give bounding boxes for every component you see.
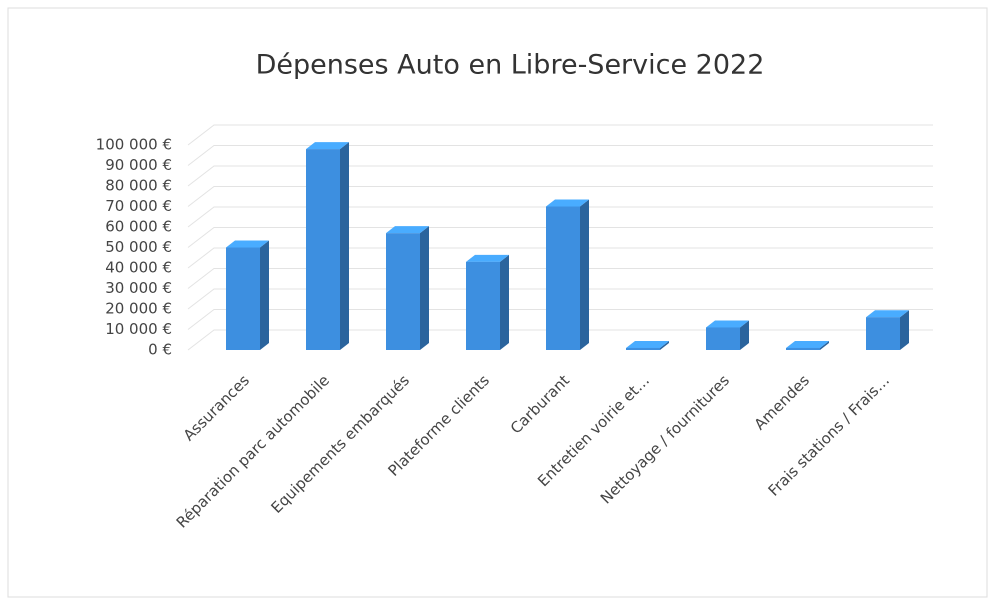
bar-front [546, 206, 580, 350]
bar [306, 142, 349, 350]
grid-line [187, 329, 933, 351]
bar-top [626, 340, 669, 348]
grid-line [187, 124, 933, 146]
bar-side [420, 226, 429, 350]
y-tick-label: 40 000 € [105, 259, 172, 277]
bar [626, 340, 669, 350]
bar-top [786, 340, 829, 348]
grid-line [187, 288, 933, 310]
grid-line [187, 227, 933, 248]
bar-front [626, 347, 660, 350]
grid-line [187, 165, 933, 187]
bar [226, 240, 269, 350]
bar-front [466, 261, 500, 350]
bar [786, 340, 829, 350]
bar-side [900, 310, 909, 350]
grid-line [187, 247, 933, 269]
bar-top [866, 310, 909, 318]
bar-top [306, 142, 349, 150]
grid-line [187, 309, 933, 330]
bar-front [306, 149, 340, 350]
chart-title: Dépenses Auto en Libre-Service 2022 [256, 50, 765, 81]
y-tick-label: 100 000 € [96, 136, 172, 154]
bar-side [500, 254, 509, 350]
bar [866, 310, 909, 350]
y-tick-label: 90 000 € [105, 156, 172, 174]
bar-top [466, 254, 509, 262]
bar-top [386, 226, 429, 234]
bar-front [706, 327, 740, 350]
y-tick-label: 50 000 € [105, 238, 172, 256]
bar [706, 320, 749, 350]
y-tick-label: 0 € [148, 341, 172, 359]
bar [466, 254, 509, 350]
y-tick-label: 10 000 € [105, 320, 172, 338]
grid-line [187, 145, 933, 166]
bar-side [660, 340, 669, 350]
y-tick-label: 20 000 € [105, 300, 172, 318]
grid-line [187, 268, 933, 289]
bar [386, 226, 429, 350]
bar [546, 199, 589, 350]
bar-top [706, 320, 749, 328]
bar-front [386, 233, 420, 350]
y-tick-label: 30 000 € [105, 279, 172, 297]
bar-side [740, 320, 749, 350]
bar-side [820, 340, 829, 350]
bar-top [546, 199, 589, 207]
grid-line [187, 206, 933, 228]
bar-side [580, 199, 589, 350]
y-tick-label: 80 000 € [105, 177, 172, 195]
grid-line [187, 186, 933, 207]
bar-side [340, 142, 349, 350]
bar-side [260, 240, 269, 350]
bar-front [866, 317, 900, 350]
bar-front [226, 247, 260, 350]
y-tick-label: 60 000 € [105, 218, 172, 236]
bar-front [786, 347, 820, 350]
bar-top [226, 240, 269, 248]
y-tick-label: 70 000 € [105, 197, 172, 215]
